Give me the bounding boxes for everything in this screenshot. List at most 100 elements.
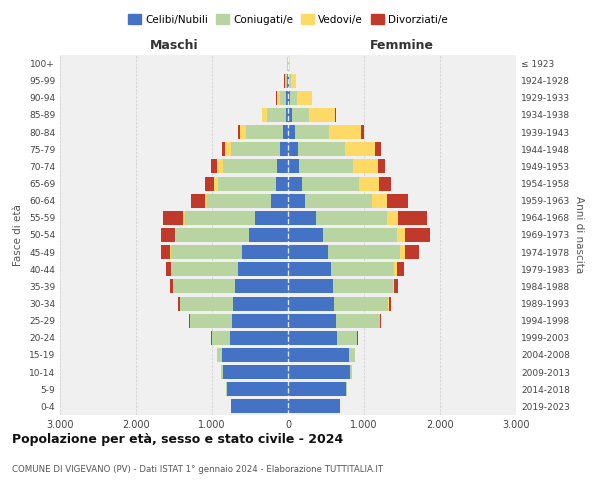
Bar xyxy=(297,91,311,105)
Bar xyxy=(205,194,208,207)
Bar xyxy=(238,125,240,139)
Bar xyxy=(283,125,288,139)
Bar xyxy=(178,296,180,310)
Bar xyxy=(288,314,336,328)
Bar xyxy=(371,194,387,207)
Bar xyxy=(346,382,347,396)
Bar xyxy=(211,160,217,173)
Bar xyxy=(176,228,249,242)
Text: Maschi: Maschi xyxy=(149,38,199,52)
Y-axis label: Anni di nascita: Anni di nascita xyxy=(574,196,584,274)
Text: Femmine: Femmine xyxy=(370,38,434,52)
Bar xyxy=(288,245,328,259)
Bar xyxy=(286,91,288,105)
Bar xyxy=(292,108,309,122)
Bar xyxy=(217,348,222,362)
Bar xyxy=(288,211,316,225)
Bar xyxy=(311,91,312,105)
Bar xyxy=(208,194,271,207)
Bar xyxy=(288,296,334,310)
Bar xyxy=(180,296,233,310)
Bar xyxy=(249,228,288,242)
Bar xyxy=(328,245,400,259)
Bar xyxy=(397,262,404,276)
Bar xyxy=(379,176,391,190)
Bar xyxy=(302,176,359,190)
Bar xyxy=(170,280,173,293)
Bar xyxy=(170,245,171,259)
Bar xyxy=(394,262,397,276)
Bar xyxy=(288,262,331,276)
Bar xyxy=(353,160,377,173)
Bar xyxy=(323,228,397,242)
Bar xyxy=(277,160,288,173)
Bar xyxy=(305,194,371,207)
Bar xyxy=(185,211,254,225)
Bar xyxy=(288,108,292,122)
Legend: Celibi/Nubili, Coniugati/e, Vedovi/e, Divorziati/e: Celibi/Nubili, Coniugati/e, Vedovi/e, Di… xyxy=(124,10,452,29)
Bar xyxy=(345,142,376,156)
Bar xyxy=(288,125,295,139)
Bar xyxy=(221,142,225,156)
Bar xyxy=(316,211,387,225)
Bar xyxy=(171,262,238,276)
Bar xyxy=(232,314,288,328)
Bar xyxy=(361,125,364,139)
Bar xyxy=(288,91,290,105)
Bar xyxy=(288,228,323,242)
Bar xyxy=(393,280,394,293)
Bar xyxy=(271,194,288,207)
Bar xyxy=(405,245,419,259)
Bar xyxy=(295,125,329,139)
Bar xyxy=(388,296,389,310)
Bar xyxy=(163,211,183,225)
Bar xyxy=(175,228,176,242)
Bar xyxy=(235,280,288,293)
Bar xyxy=(336,314,380,328)
Bar xyxy=(376,142,381,156)
Bar xyxy=(288,74,289,88)
Bar xyxy=(387,211,398,225)
Bar xyxy=(227,382,288,396)
Bar xyxy=(335,108,336,122)
Bar xyxy=(205,176,214,190)
Bar xyxy=(331,262,394,276)
Bar xyxy=(276,176,288,190)
Bar xyxy=(288,382,346,396)
Bar xyxy=(238,262,288,276)
Bar xyxy=(242,245,288,259)
Bar xyxy=(280,91,286,105)
Bar xyxy=(286,74,287,88)
Bar xyxy=(334,296,388,310)
Bar xyxy=(222,348,288,362)
Bar xyxy=(299,160,353,173)
Bar xyxy=(337,331,357,345)
Bar xyxy=(240,125,246,139)
Bar xyxy=(290,91,297,105)
Bar xyxy=(231,400,288,413)
Bar xyxy=(166,262,170,276)
Text: COMUNE DI VIGEVANO (PV) - Dati ISTAT 1° gennaio 2024 - Elaborazione TUTTITALIA.I: COMUNE DI VIGEVANO (PV) - Dati ISTAT 1° … xyxy=(12,466,383,474)
Bar xyxy=(233,296,288,310)
Bar xyxy=(289,74,292,88)
Bar xyxy=(246,125,283,139)
Bar xyxy=(288,331,337,345)
Bar xyxy=(288,194,305,207)
Bar xyxy=(161,245,170,259)
Bar xyxy=(405,228,430,242)
Bar xyxy=(231,142,280,156)
Bar xyxy=(389,296,391,310)
Bar xyxy=(284,74,286,88)
Bar xyxy=(225,142,231,156)
Bar xyxy=(329,125,361,139)
Bar xyxy=(377,160,385,173)
Bar xyxy=(292,74,296,88)
Bar xyxy=(400,245,405,259)
Bar xyxy=(288,176,302,190)
Bar xyxy=(218,176,276,190)
Bar xyxy=(226,382,227,396)
Bar xyxy=(267,108,286,122)
Bar xyxy=(221,365,223,379)
Bar xyxy=(397,228,405,242)
Text: Popolazione per età, sesso e stato civile - 2024: Popolazione per età, sesso e stato civil… xyxy=(12,432,343,446)
